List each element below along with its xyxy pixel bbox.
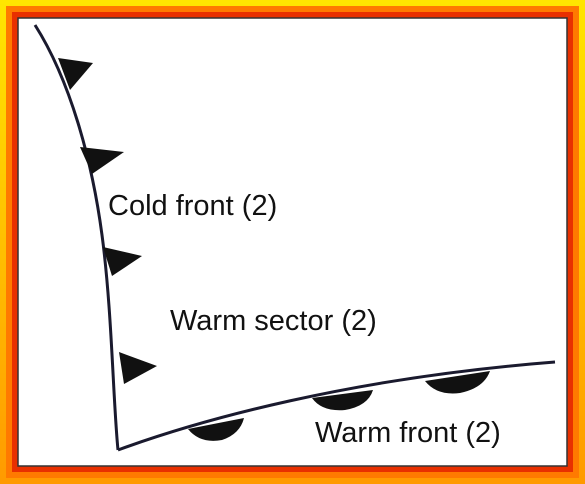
- cold-front-triangles: [58, 58, 157, 384]
- warm-front-label: Warm front (2): [315, 417, 501, 449]
- canvas: [17, 17, 568, 467]
- warm-sector-label: Warm sector (2): [170, 305, 377, 337]
- warm-front-line: [117, 360, 556, 452]
- cold-front-label: Cold front (2): [108, 190, 277, 222]
- warm-front-semicircles: [188, 371, 490, 441]
- cold-front-line: [33, 24, 120, 451]
